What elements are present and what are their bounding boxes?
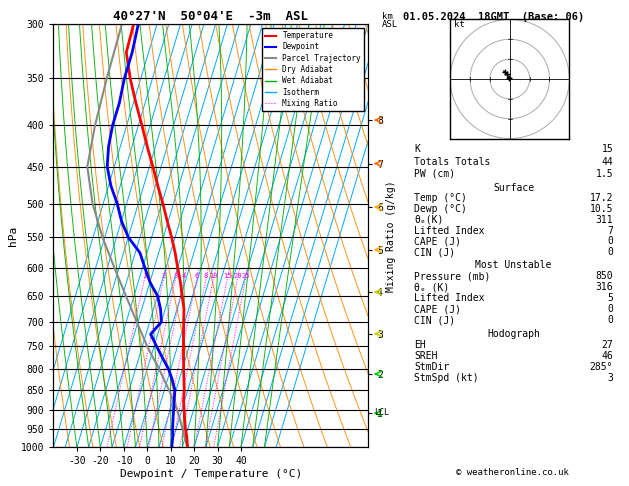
Text: CIN (J): CIN (J) bbox=[414, 315, 455, 325]
Text: 1: 1 bbox=[142, 273, 147, 279]
Text: 3: 3 bbox=[608, 373, 613, 383]
Y-axis label: hPa: hPa bbox=[8, 226, 18, 246]
Text: 10: 10 bbox=[209, 273, 218, 279]
Text: θₑ(K): θₑ(K) bbox=[414, 215, 443, 225]
Text: StmSpd (kt): StmSpd (kt) bbox=[414, 373, 479, 383]
Text: 3: 3 bbox=[173, 273, 177, 279]
Text: 01.05.2024  18GMT  (Base: 06): 01.05.2024 18GMT (Base: 06) bbox=[403, 12, 584, 22]
Text: 4: 4 bbox=[182, 273, 186, 279]
Text: PW (cm): PW (cm) bbox=[414, 169, 455, 179]
Text: 7: 7 bbox=[608, 226, 613, 236]
Text: 1.5: 1.5 bbox=[596, 169, 613, 179]
Title: 40°27'N  50°04'E  -3m  ASL: 40°27'N 50°04'E -3m ASL bbox=[113, 10, 308, 23]
Text: EH: EH bbox=[414, 340, 426, 350]
Text: © weatheronline.co.uk: © weatheronline.co.uk bbox=[456, 468, 569, 477]
Text: 850: 850 bbox=[596, 271, 613, 281]
Text: LCL: LCL bbox=[374, 408, 389, 417]
Text: 316: 316 bbox=[596, 282, 613, 293]
Text: 10.5: 10.5 bbox=[590, 204, 613, 214]
Text: K: K bbox=[414, 144, 420, 155]
Text: 6: 6 bbox=[194, 273, 199, 279]
Text: CAPE (J): CAPE (J) bbox=[414, 236, 461, 246]
Text: 25: 25 bbox=[241, 273, 250, 279]
Text: 27: 27 bbox=[601, 340, 613, 350]
Text: SREH: SREH bbox=[414, 351, 437, 361]
Text: 0: 0 bbox=[608, 315, 613, 325]
Text: 0: 0 bbox=[608, 247, 613, 257]
Text: 5: 5 bbox=[608, 293, 613, 303]
Text: CIN (J): CIN (J) bbox=[414, 247, 455, 257]
Text: 15: 15 bbox=[601, 144, 613, 155]
Text: Pressure (mb): Pressure (mb) bbox=[414, 271, 491, 281]
Text: Lifted Index: Lifted Index bbox=[414, 226, 484, 236]
Text: StmDir: StmDir bbox=[414, 362, 449, 372]
Text: Temp (°C): Temp (°C) bbox=[414, 193, 467, 204]
Text: Most Unstable: Most Unstable bbox=[476, 260, 552, 271]
Text: Hodograph: Hodograph bbox=[487, 329, 540, 339]
Text: kt: kt bbox=[454, 20, 465, 29]
Text: 20: 20 bbox=[233, 273, 242, 279]
Text: Surface: Surface bbox=[493, 183, 534, 192]
Text: 0: 0 bbox=[608, 304, 613, 314]
Text: 311: 311 bbox=[596, 215, 613, 225]
X-axis label: Dewpoint / Temperature (°C): Dewpoint / Temperature (°C) bbox=[120, 469, 302, 479]
Text: 2: 2 bbox=[162, 273, 165, 279]
Text: 17.2: 17.2 bbox=[590, 193, 613, 204]
Text: θₑ (K): θₑ (K) bbox=[414, 282, 449, 293]
Text: ASL: ASL bbox=[382, 20, 398, 30]
Text: 44: 44 bbox=[601, 156, 613, 167]
Text: km: km bbox=[382, 12, 392, 21]
Text: 46: 46 bbox=[601, 351, 613, 361]
Text: 0: 0 bbox=[608, 236, 613, 246]
Text: Totals Totals: Totals Totals bbox=[414, 156, 491, 167]
Text: Dewp (°C): Dewp (°C) bbox=[414, 204, 467, 214]
Text: Lifted Index: Lifted Index bbox=[414, 293, 484, 303]
Text: CAPE (J): CAPE (J) bbox=[414, 304, 461, 314]
Y-axis label: Mixing Ratio (g/kg): Mixing Ratio (g/kg) bbox=[386, 180, 396, 292]
Text: 15: 15 bbox=[223, 273, 231, 279]
Text: 8: 8 bbox=[204, 273, 208, 279]
Legend: Temperature, Dewpoint, Parcel Trajectory, Dry Adiabat, Wet Adiabat, Isotherm, Mi: Temperature, Dewpoint, Parcel Trajectory… bbox=[262, 28, 364, 111]
Text: 285°: 285° bbox=[590, 362, 613, 372]
